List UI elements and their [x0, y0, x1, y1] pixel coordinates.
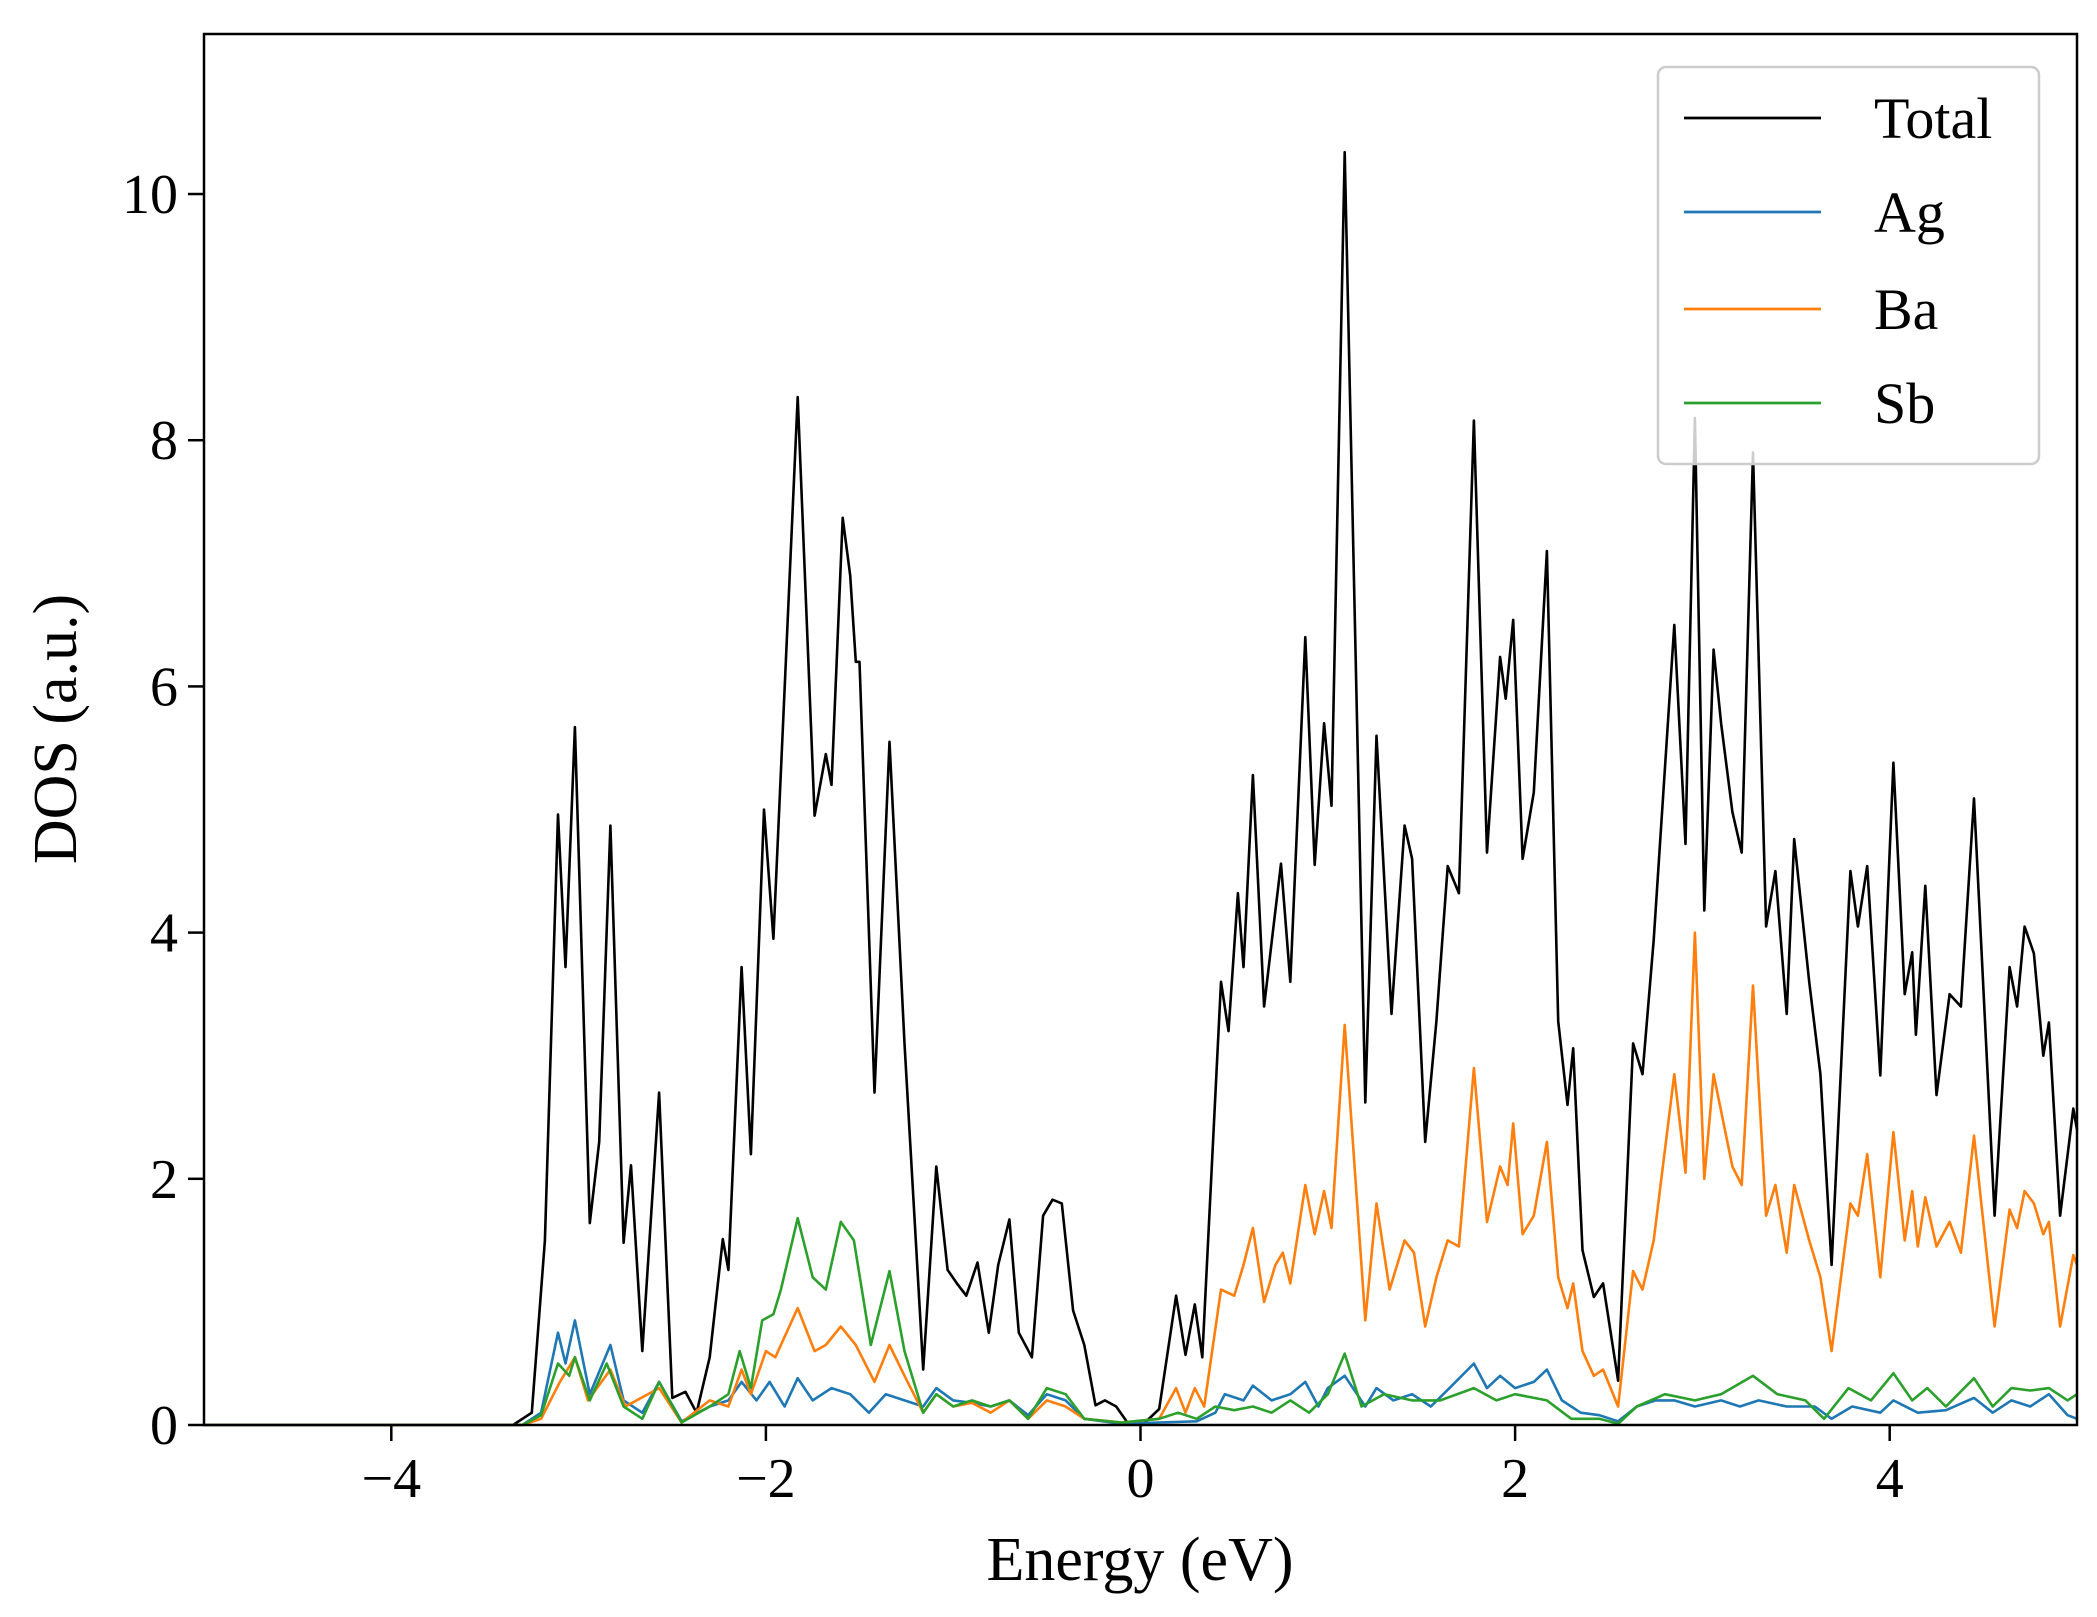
x-tick-label: −4: [362, 1448, 422, 1510]
legend: Total Ag Ba Sb: [1656, 65, 2041, 466]
legend-label-total: Total: [1874, 86, 1992, 151]
y-tick-label: 0: [150, 1395, 178, 1457]
x-axis-label: Energy (eV): [986, 1526, 1293, 1594]
series-line-ag: [204, 1319, 2078, 1427]
series-line-sb: [204, 1216, 2078, 1427]
x-tick-label: −2: [736, 1448, 796, 1510]
y-tick-label: 10: [122, 164, 178, 226]
plot-lines: [204, 150, 2079, 1427]
legend-box: [1656, 65, 2041, 466]
legend-label-ag: Ag: [1874, 180, 1945, 245]
y-tick-label: 2: [150, 1149, 178, 1211]
x-axis: −4 −2 0 2 4: [362, 1425, 1904, 1510]
y-axis: 0 2 4 6 8 10: [122, 164, 204, 1457]
x-tick-label: 4: [1876, 1448, 1904, 1510]
y-axis-label: DOS (a.u.): [22, 594, 90, 864]
series-line-total: [204, 150, 2079, 1427]
series-line-ba: [204, 931, 2079, 1427]
y-tick-label: 6: [150, 656, 178, 718]
x-tick-label: 0: [1127, 1448, 1155, 1510]
y-tick-label: 8: [150, 410, 178, 472]
legend-label-sb: Sb: [1874, 371, 1935, 436]
legend-label-ba: Ba: [1874, 277, 1938, 342]
x-tick-label: 2: [1501, 1448, 1529, 1510]
y-tick-label: 4: [150, 903, 178, 965]
